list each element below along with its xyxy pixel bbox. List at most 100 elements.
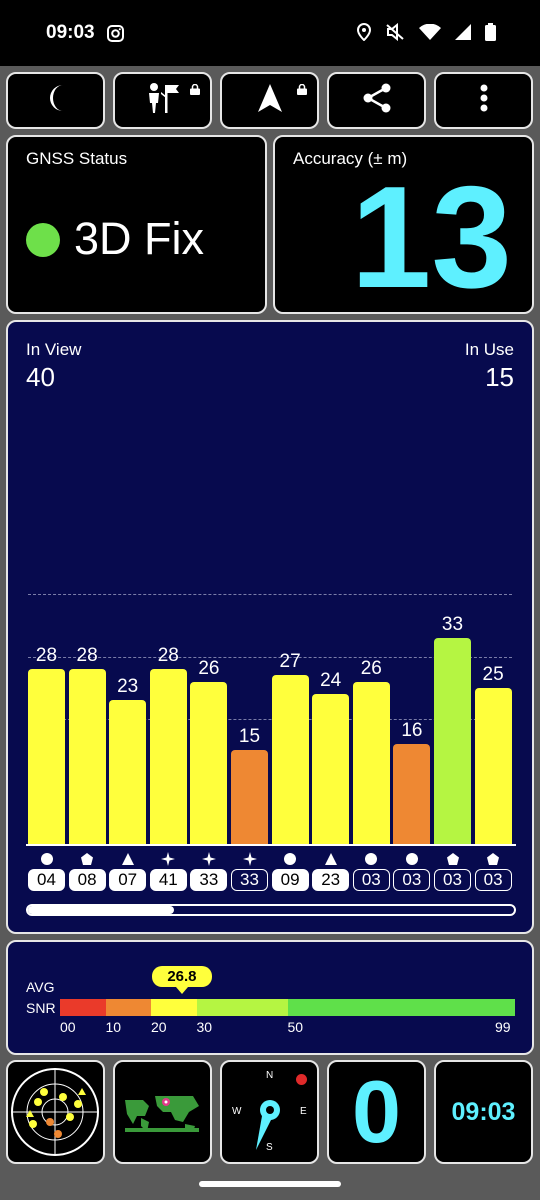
snr-tick-label: 10 bbox=[105, 1019, 122, 1035]
accuracy-panel[interactable]: Accuracy (± m) 13 bbox=[273, 135, 534, 318]
in-view-label: In View bbox=[26, 340, 82, 359]
constellation-star-icon bbox=[150, 852, 187, 866]
snr-bar-value: 23 bbox=[117, 676, 139, 698]
snr-bar-value: 25 bbox=[482, 663, 504, 685]
constellation-circle-icon bbox=[272, 852, 309, 866]
radar-widget[interactable] bbox=[6, 1060, 105, 1164]
fix-status: 3D Fix bbox=[74, 213, 205, 264]
snr-tick-label: 00 bbox=[60, 1019, 76, 1035]
gnss-status-label: GNSS Status bbox=[26, 149, 128, 168]
sun-dot bbox=[296, 1074, 307, 1085]
satellite-signal-panel[interactable]: In View 40 In Use 15 28 04 28 08 23 07 28 41 26 3… bbox=[6, 320, 534, 934]
world-map-icon bbox=[125, 1096, 199, 1132]
snr-bar bbox=[190, 681, 228, 844]
fix-status-dot bbox=[26, 223, 60, 257]
satellite-prn-label: 03 bbox=[352, 869, 390, 891]
satellite-prn-label: 33 bbox=[231, 869, 268, 891]
satellite-prn-label: 41 bbox=[149, 869, 187, 891]
snr-tick-label: 30 bbox=[196, 1019, 213, 1035]
wifi-icon bbox=[419, 23, 441, 45]
snr-bar bbox=[109, 700, 147, 844]
snr-bar-value: 15 bbox=[238, 726, 261, 748]
snr-bar-value: 26 bbox=[198, 657, 220, 679]
night-mode-icon bbox=[43, 83, 69, 118]
snr-bar-value: 27 bbox=[279, 651, 301, 673]
constellation-triangle-icon bbox=[109, 852, 146, 866]
avg-snr-value: 26.8 bbox=[151, 966, 212, 987]
snr-tick-label: 20 bbox=[151, 1019, 167, 1035]
constellation-pentagon-icon bbox=[475, 852, 512, 866]
clock-widget[interactable]: 09:03 bbox=[434, 1060, 533, 1164]
avg-snr-panel[interactable]: AVG SNR 00 10 20 30 50 99 26.8 bbox=[6, 940, 534, 1055]
accuracy-value: 13 bbox=[350, 156, 512, 318]
constellation-star-icon bbox=[190, 852, 227, 866]
satellite-prn-label: 03 bbox=[474, 869, 512, 891]
gesture-nav-handle[interactable] bbox=[199, 1181, 341, 1187]
constellation-triangle-icon bbox=[312, 852, 349, 866]
status-bar: 09:03 bbox=[0, 0, 540, 66]
snr-bar bbox=[352, 681, 390, 844]
satellite-prn-label: 08 bbox=[68, 869, 106, 891]
grid-line bbox=[28, 719, 512, 720]
snr-bar bbox=[474, 687, 512, 844]
compass-north: N bbox=[266, 1070, 274, 1081]
snr-bar-value: 16 bbox=[401, 720, 423, 741]
gnss-status-panel[interactable]: GNSS Status 3D Fix bbox=[6, 135, 267, 314]
constellation-circle-icon bbox=[28, 852, 65, 866]
snr-bar-value: 24 bbox=[320, 670, 342, 691]
lock-icon bbox=[297, 82, 307, 100]
mute-icon bbox=[385, 22, 405, 46]
x-axis bbox=[26, 844, 516, 846]
snr-bar bbox=[393, 744, 431, 844]
snr-bar-value: 28 bbox=[76, 645, 98, 666]
snr-bar bbox=[68, 669, 106, 844]
accuracy-label: Accuracy (± m) bbox=[293, 149, 408, 168]
snr-tick-label: 99 bbox=[495, 1019, 511, 1035]
person-flag-button[interactable] bbox=[113, 72, 212, 129]
constellation-star-icon bbox=[231, 852, 268, 866]
snr-bar-value: 33 bbox=[441, 613, 464, 635]
satellite-count-widget[interactable]: 0 bbox=[327, 1060, 426, 1164]
share-icon bbox=[362, 83, 392, 118]
satellite-prn-label: 07 bbox=[109, 869, 147, 891]
compass-needle-icon bbox=[256, 1100, 280, 1150]
satellite-prn-label: 03 bbox=[393, 869, 431, 891]
snr-bar-value: 28 bbox=[35, 645, 58, 666]
constellation-circle-icon bbox=[393, 852, 430, 866]
scroll-track[interactable] bbox=[26, 904, 516, 916]
person-flag-icon bbox=[145, 82, 181, 119]
snr-scale-bar bbox=[60, 999, 515, 1016]
snr-bar-value: 28 bbox=[157, 645, 179, 666]
location-icon bbox=[356, 22, 372, 46]
more-options-button[interactable] bbox=[434, 72, 533, 129]
satellite-prn-label: 04 bbox=[28, 869, 65, 891]
snr-bar bbox=[271, 675, 309, 844]
constellation-pentagon-icon bbox=[69, 852, 106, 866]
snr-bar bbox=[312, 694, 350, 844]
satellite-prn-label: 33 bbox=[190, 869, 228, 891]
night-mode-button[interactable] bbox=[6, 72, 105, 129]
navigation-arrow-icon bbox=[257, 84, 282, 117]
instagram-icon bbox=[107, 25, 124, 47]
snr-bar bbox=[28, 669, 65, 844]
navigation-button[interactable] bbox=[220, 72, 319, 129]
grid-line bbox=[28, 594, 512, 595]
satellite-prn-label: 23 bbox=[312, 869, 350, 891]
compass-west: W bbox=[232, 1106, 242, 1117]
compass-east: E bbox=[300, 1106, 307, 1117]
avg-label: AVG bbox=[26, 979, 55, 995]
grid-line bbox=[28, 656, 512, 658]
battery-icon bbox=[485, 23, 496, 46]
compass-south: S bbox=[266, 1142, 273, 1153]
snr-bar bbox=[149, 669, 187, 844]
share-button[interactable] bbox=[327, 72, 426, 129]
avg-snr-marker: 26.8 bbox=[151, 966, 212, 994]
constellation-pentagon-icon bbox=[434, 852, 471, 866]
compass-widget[interactable]: N S W E bbox=[220, 1060, 319, 1164]
clock-value: 09:03 bbox=[451, 1098, 516, 1126]
satellite-prn-label: 09 bbox=[271, 869, 309, 891]
world-map-widget[interactable] bbox=[113, 1060, 212, 1164]
lock-icon bbox=[190, 82, 200, 100]
in-view-count: 40 bbox=[26, 362, 55, 392]
scroll-thumb[interactable] bbox=[28, 906, 174, 914]
